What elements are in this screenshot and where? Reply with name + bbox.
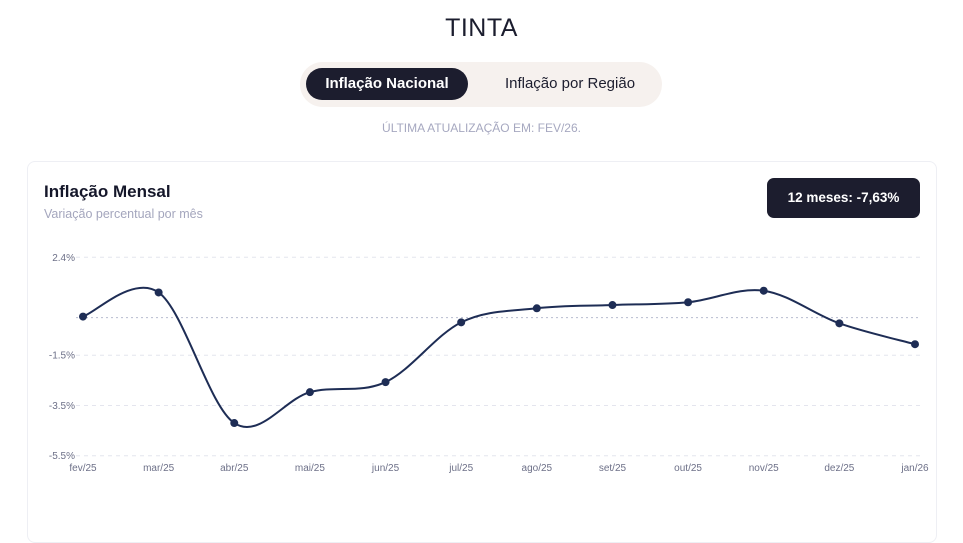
series-line	[82, 286, 916, 428]
twelve-month-badge: 12 meses: -7,63%	[767, 178, 920, 218]
data-point	[154, 288, 163, 297]
data-point	[532, 304, 541, 313]
data-point	[608, 301, 617, 310]
x-tick-label: abr/25	[220, 463, 249, 474]
tab-inflacao-por-regiao[interactable]: Inflação por Região	[504, 75, 636, 92]
x-tick-label: dez/25	[824, 463, 854, 474]
tab-inflacao-nacional[interactable]: Inflação Nacional	[306, 68, 468, 100]
line-chart: 2.4% -1.5% -3.5% -5.5%fev/25 mar/25 abr/25 mai…	[49, 253, 929, 474]
data-point	[381, 378, 390, 387]
y-tick-label: 2.4%	[52, 253, 75, 264]
data-point	[759, 286, 768, 295]
y-tick-label: -1.5%	[49, 351, 75, 362]
chart-subtitle: Variação percentual por mês	[44, 207, 203, 221]
data-point	[305, 388, 314, 397]
y-tick-label: -5.5%	[49, 451, 75, 462]
chart-title: Inflação Mensal	[44, 182, 171, 201]
x-tick-label: nov/25	[749, 463, 779, 474]
x-tick-label: jun/25	[371, 463, 400, 474]
x-tick-label: mai/25	[295, 463, 325, 474]
x-tick-label: mar/25	[143, 463, 175, 474]
data-point	[79, 312, 87, 321]
x-tick-label: out/25	[674, 463, 702, 474]
chart-card: Inflação Mensal Variação percentual por …	[27, 161, 937, 543]
data-point	[457, 318, 466, 327]
x-tick-label: fev/25	[69, 463, 97, 474]
last-update-text: ÚLTIMA ATUALIZAÇÃO EM: FEV/26.	[382, 121, 581, 135]
x-tick-label: jul/25	[448, 463, 473, 474]
data-point	[684, 298, 693, 307]
data-point	[835, 319, 844, 328]
x-tick-label: jan/26	[900, 463, 929, 474]
page-title: TINTA	[445, 14, 518, 42]
x-tick-label: set/25	[599, 463, 627, 474]
data-point	[230, 419, 239, 428]
view-toggle: Inflação Nacional Inflação por Região	[300, 62, 662, 107]
y-tick-label: -3.5%	[49, 401, 75, 412]
x-tick-label: ago/25	[522, 463, 553, 474]
data-point	[911, 340, 919, 349]
